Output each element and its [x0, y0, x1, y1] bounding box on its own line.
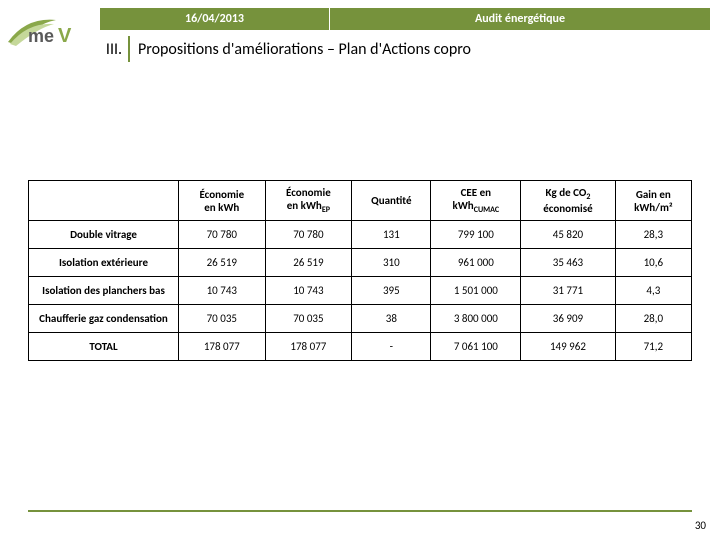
- cell: 70 780: [265, 221, 352, 249]
- cell: 31 771: [521, 277, 615, 305]
- cell: 38: [352, 305, 431, 333]
- cell: 36 909: [521, 305, 615, 333]
- row-label: Isolation des planchers bas: [29, 277, 179, 305]
- section-number: III.: [100, 36, 130, 62]
- cell: 10,6: [615, 249, 691, 277]
- cell: 71,2: [615, 333, 691, 361]
- cell: 45 820: [521, 221, 615, 249]
- cell: 149 962: [521, 333, 615, 361]
- header-title: Audit énergétique: [330, 8, 710, 30]
- row-label: TOTAL: [29, 333, 179, 361]
- column-header: Kg de CO2économisé: [521, 181, 615, 221]
- header-bar: 16/04/2013 Audit énergétique: [100, 8, 710, 30]
- column-header: Quantité: [352, 181, 431, 221]
- cell: 178 077: [265, 333, 352, 361]
- table-row: TOTAL178 077178 077-7 061 100149 96271,2: [29, 333, 692, 361]
- cell: -: [352, 333, 431, 361]
- table-row: Chaufferie gaz condensation70 03570 0353…: [29, 305, 692, 333]
- row-label: Chaufferie gaz condensation: [29, 305, 179, 333]
- header-date: 16/04/2013: [100, 8, 330, 30]
- cell: 26 519: [179, 249, 266, 277]
- cell: 10 743: [179, 277, 266, 305]
- cell: 35 463: [521, 249, 615, 277]
- cell: 28,0: [615, 305, 691, 333]
- cell: 70 035: [179, 305, 266, 333]
- table-row: Double vitrage70 78070 780131799 10045 8…: [29, 221, 692, 249]
- improvements-table: Économieen kWhÉconomieen kWhEPQuantitéCE…: [28, 180, 692, 361]
- cell: 178 077: [179, 333, 266, 361]
- cell: 7 061 100: [431, 333, 521, 361]
- table-row: Isolation extérieure26 51926 519310961 0…: [29, 249, 692, 277]
- svg-text:V: V: [58, 25, 72, 47]
- table-row: Isolation des planchers bas10 74310 7433…: [29, 277, 692, 305]
- footer-divider: [28, 510, 692, 512]
- cell: 70 780: [179, 221, 266, 249]
- svg-text:me: me: [28, 26, 54, 46]
- row-label: Isolation extérieure: [29, 249, 179, 277]
- section-title: Propositions d'améliorations – Plan d'Ac…: [130, 36, 710, 62]
- cell: 26 519: [265, 249, 352, 277]
- cell: 961 000: [431, 249, 521, 277]
- column-header: CEE enkWhCUMAC: [431, 181, 521, 221]
- cell: 70 035: [265, 305, 352, 333]
- page-number: 30: [695, 519, 706, 532]
- cell: 1 501 000: [431, 277, 521, 305]
- brand-logo: me V: [6, 12, 96, 54]
- column-header: [29, 181, 179, 221]
- column-header: Économieen kWhEP: [265, 181, 352, 221]
- cell: 10 743: [265, 277, 352, 305]
- cell: 395: [352, 277, 431, 305]
- cell: 28,3: [615, 221, 691, 249]
- cell: 4,3: [615, 277, 691, 305]
- cell: 3 800 000: [431, 305, 521, 333]
- section-heading: III. Propositions d'améliorations – Plan…: [100, 36, 710, 62]
- column-header: Économieen kWh: [179, 181, 266, 221]
- cell: 131: [352, 221, 431, 249]
- cell: 310: [352, 249, 431, 277]
- row-label: Double vitrage: [29, 221, 179, 249]
- cell: 799 100: [431, 221, 521, 249]
- column-header: Gain enkWh/m²: [615, 181, 691, 221]
